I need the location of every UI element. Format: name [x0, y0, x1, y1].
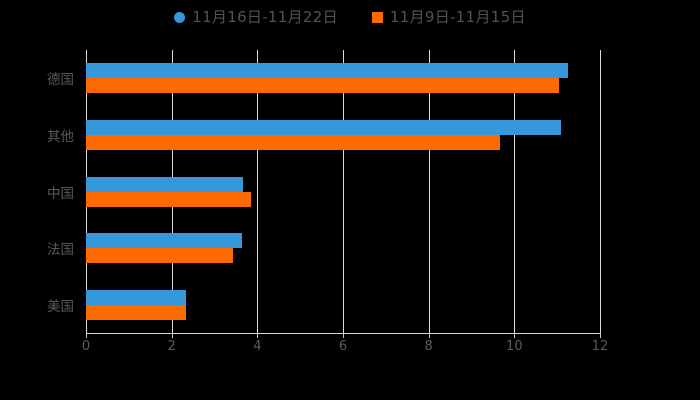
bar-其他-series-1[interactable]	[86, 134, 501, 150]
x-tick-label-8: 8	[424, 339, 433, 354]
chart-legend: 11月16日-11月22日 11月9日-11月15日	[0, 6, 700, 28]
legend-label-series-1: 11月9日-11月15日	[389, 7, 526, 26]
legend-square-marker-icon	[371, 11, 383, 23]
bar-美国-series-1[interactable]	[86, 304, 187, 320]
gridline-4	[257, 50, 259, 333]
y-axis-label-法国: 法国	[47, 242, 74, 259]
legend-item-series-0[interactable]: 11月16日-11月22日	[174, 7, 338, 26]
bar-德国-series-0[interactable]	[86, 63, 568, 79]
gridline-10	[514, 50, 516, 333]
x-tick-mark-12	[600, 333, 601, 338]
y-axis-label-德国: 德国	[47, 72, 74, 89]
x-tick-mark-4	[257, 333, 259, 338]
x-tick-label-12: 12	[591, 339, 609, 354]
y-axis-label-中国: 中国	[47, 185, 74, 202]
y-axis-label-其他: 其他	[47, 128, 74, 145]
x-tick-label-6: 6	[338, 339, 348, 354]
x-tick-label-2: 2	[167, 339, 176, 354]
plot-area	[86, 50, 601, 338]
x-tick-mark-8	[428, 333, 430, 338]
legend-label-series-0: 11月16日-11月22日	[192, 7, 338, 26]
x-axis-line	[86, 333, 600, 334]
bar-美国-series-0[interactable]	[86, 289, 186, 305]
legend-circle-marker-icon	[174, 11, 186, 23]
bar-其他-series-0[interactable]	[86, 119, 562, 135]
bar-德国-series-1[interactable]	[86, 78, 560, 94]
y-axis-label-美国: 美国	[47, 298, 74, 315]
x-tick-mark-10	[514, 333, 516, 338]
x-tick-mark-0	[86, 333, 87, 338]
gridline-8	[428, 50, 430, 333]
gridline-12	[600, 50, 601, 333]
bar-法国-series-1[interactable]	[86, 248, 233, 264]
x-tick-mark-6	[343, 333, 344, 338]
x-tick-label-0: 0	[81, 339, 91, 354]
bar-中国-series-1[interactable]	[86, 191, 251, 207]
gridline-6	[343, 50, 344, 333]
bar-法国-series-0[interactable]	[86, 233, 242, 249]
legend-item-series-1[interactable]: 11月9日-11月15日	[371, 7, 526, 26]
x-tick-label-10: 10	[506, 339, 523, 354]
bar-中国-series-0[interactable]	[86, 176, 244, 192]
x-tick-mark-2	[171, 333, 173, 338]
x-tick-label-4: 4	[253, 339, 262, 354]
